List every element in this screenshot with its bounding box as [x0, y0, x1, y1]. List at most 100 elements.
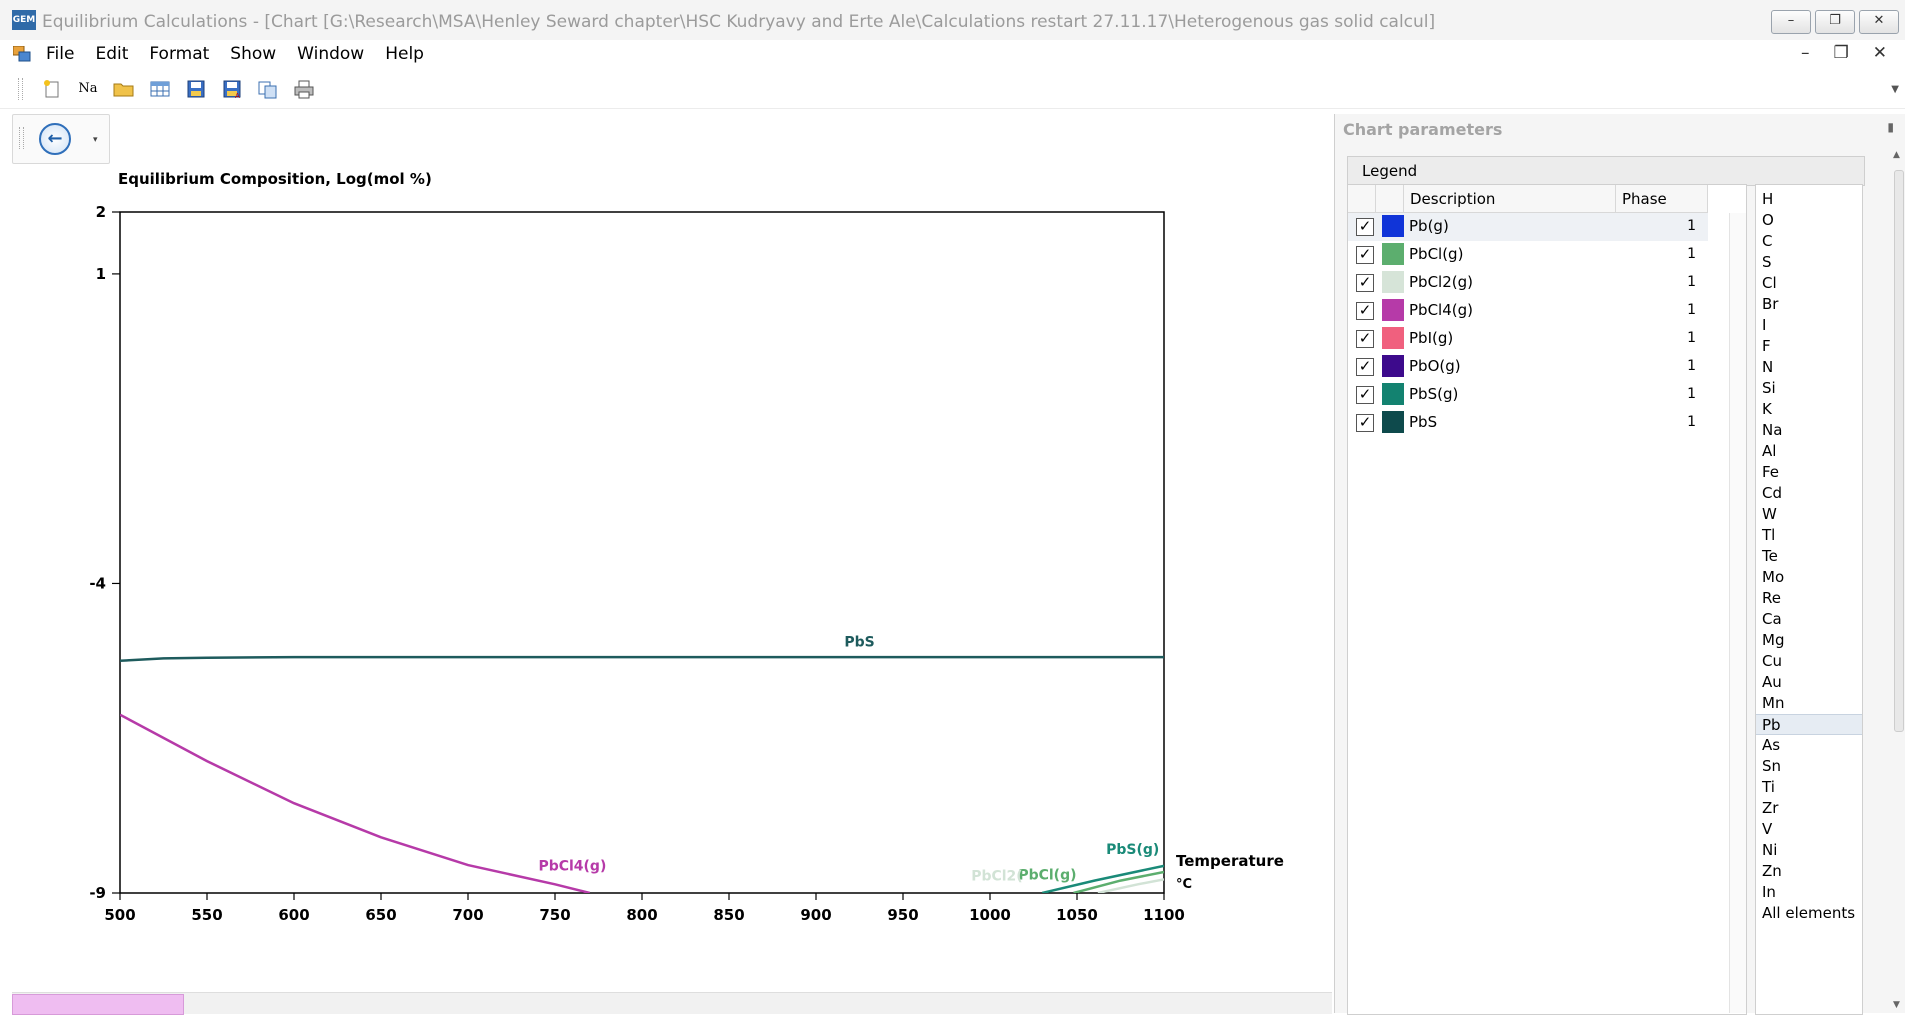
menu-format[interactable]: Format [149, 44, 210, 64]
element-item[interactable]: Pb [1756, 714, 1862, 735]
menu-file[interactable]: File [46, 44, 75, 64]
element-item[interactable]: C [1762, 232, 1773, 250]
element-item[interactable]: N [1762, 358, 1774, 376]
mdi-minimize-button[interactable]: – [1801, 43, 1810, 63]
menu-help[interactable]: Help [385, 44, 424, 64]
element-item[interactable]: Mg [1762, 631, 1785, 649]
element-item[interactable]: V [1762, 820, 1773, 838]
element-item[interactable]: Cu [1762, 652, 1782, 670]
legend-color-swatch[interactable] [1382, 271, 1404, 293]
element-item[interactable]: As [1762, 736, 1781, 754]
copy-icon[interactable] [256, 79, 280, 99]
legend-phase[interactable]: 1 [1687, 274, 1696, 290]
legend-checkbox[interactable]: ✓ [1356, 274, 1374, 292]
legend-color-swatch[interactable] [1382, 383, 1404, 405]
scroll-up-icon[interactable]: ▲ [1893, 150, 1900, 160]
periodic-table-icon[interactable]: Na [76, 79, 100, 99]
legend-color-swatch[interactable] [1382, 327, 1404, 349]
element-item[interactable]: Ti [1762, 778, 1775, 796]
legend-scrollbar[interactable] [1729, 213, 1746, 1013]
menu-edit[interactable]: Edit [95, 44, 129, 64]
element-item[interactable]: Na [1762, 421, 1783, 439]
scroll-thumb[interactable] [1894, 170, 1904, 732]
legend-checkbox[interactable]: ✓ [1356, 358, 1374, 376]
back-dropdown-icon[interactable]: ▾ [93, 135, 98, 145]
element-item[interactable]: K [1762, 400, 1772, 418]
legend-phase[interactable]: 1 [1687, 386, 1696, 402]
element-item[interactable]: Cl [1762, 274, 1777, 292]
element-item[interactable]: S [1762, 253, 1772, 271]
element-item[interactable]: Br [1762, 295, 1779, 313]
legend-row[interactable]: ✓ PbS(g) 1 [1348, 381, 1708, 409]
legend-checkbox[interactable]: ✓ [1356, 330, 1374, 348]
element-item[interactable]: Te [1762, 547, 1778, 565]
new-icon[interactable] [40, 79, 64, 99]
legend-checkbox[interactable]: ✓ [1356, 246, 1374, 264]
panel-scrollbar[interactable]: ▲ ▼ [1892, 150, 1904, 1010]
toolbar-grip[interactable] [18, 78, 23, 100]
element-item[interactable]: Ca [1762, 610, 1782, 628]
element-item[interactable]: Sn [1762, 757, 1782, 775]
element-item[interactable]: Mo [1762, 568, 1785, 586]
col-description-header[interactable]: Description [1404, 185, 1616, 213]
legend-color-swatch[interactable] [1382, 299, 1404, 321]
legend-phase[interactable]: 1 [1687, 414, 1696, 430]
legend-phase[interactable]: 1 [1687, 246, 1696, 262]
element-item[interactable]: Tl [1762, 526, 1776, 544]
close-button[interactable]: ✕ [1859, 10, 1899, 34]
open-folder-icon[interactable] [112, 79, 136, 99]
legend-color-swatch[interactable] [1382, 215, 1404, 237]
legend-checkbox[interactable]: ✓ [1356, 302, 1374, 320]
element-item[interactable]: O [1762, 211, 1774, 229]
element-item[interactable]: Fe [1762, 463, 1780, 481]
element-item[interactable]: Re [1762, 589, 1781, 607]
pin-icon[interactable]: ▮ [1887, 120, 1894, 134]
element-item[interactable]: Ni [1762, 841, 1778, 859]
legend-row[interactable]: ✓ Pb(g) 1 [1348, 213, 1708, 241]
legend-phase[interactable]: 1 [1687, 358, 1696, 374]
element-item[interactable]: Zn [1762, 862, 1782, 880]
legend-row[interactable]: ✓ PbO(g) 1 [1348, 353, 1708, 381]
legend-phase[interactable]: 1 [1687, 330, 1696, 346]
nav-grip[interactable] [19, 127, 24, 149]
legend-color-swatch[interactable] [1382, 355, 1404, 377]
legend-phase[interactable]: 1 [1687, 218, 1696, 234]
legend-row[interactable]: ✓ PbI(g) 1 [1348, 325, 1708, 353]
legend-checkbox[interactable]: ✓ [1356, 218, 1374, 236]
menu-show[interactable]: Show [230, 44, 277, 64]
element-item[interactable]: H [1762, 190, 1774, 208]
element-item[interactable]: Cd [1762, 484, 1782, 502]
legend-row[interactable]: ✓ PbCl4(g) 1 [1348, 297, 1708, 325]
scroll-down-icon[interactable]: ▼ [1893, 1000, 1900, 1010]
restore-button[interactable]: ❐ [1815, 10, 1855, 34]
col-phase-header[interactable]: Phase [1616, 185, 1708, 213]
save-icon[interactable] [184, 79, 208, 99]
legend-checkbox[interactable]: ✓ [1356, 414, 1374, 432]
legend-checkbox[interactable]: ✓ [1356, 386, 1374, 404]
print-icon[interactable] [292, 79, 316, 99]
element-item[interactable]: Zr [1762, 799, 1779, 817]
legend-row[interactable]: ✓ PbS 1 [1348, 409, 1708, 437]
element-item[interactable]: I [1762, 316, 1767, 334]
mdi-restore-button[interactable]: ❐ [1833, 43, 1849, 63]
element-item[interactable]: All elements [1762, 904, 1856, 922]
mdi-close-button[interactable]: ✕ [1872, 43, 1887, 63]
save-as-icon[interactable]: A [220, 79, 244, 99]
menu-window[interactable]: Window [297, 44, 365, 64]
table-icon[interactable] [148, 79, 172, 99]
minimize-button[interactable]: – [1771, 10, 1811, 34]
legend-phase[interactable]: 1 [1687, 302, 1696, 318]
element-item[interactable]: Au [1762, 673, 1782, 691]
element-item[interactable]: Si [1762, 379, 1776, 397]
mdi-child-icon[interactable] [13, 46, 31, 62]
element-item[interactable]: Al [1762, 442, 1777, 460]
toolbar-overflow-icon[interactable]: ▼ [1891, 84, 1899, 95]
element-item[interactable]: Mn [1762, 694, 1785, 712]
document-tab[interactable] [12, 994, 184, 1015]
element-item[interactable]: F [1762, 337, 1771, 355]
legend-row[interactable]: ✓ PbCl(g) 1 [1348, 241, 1708, 269]
element-item[interactable]: In [1762, 883, 1776, 901]
legend-row[interactable]: ✓ PbCl2(g) 1 [1348, 269, 1708, 297]
legend-color-swatch[interactable] [1382, 411, 1404, 433]
back-button[interactable]: ← [39, 123, 71, 155]
